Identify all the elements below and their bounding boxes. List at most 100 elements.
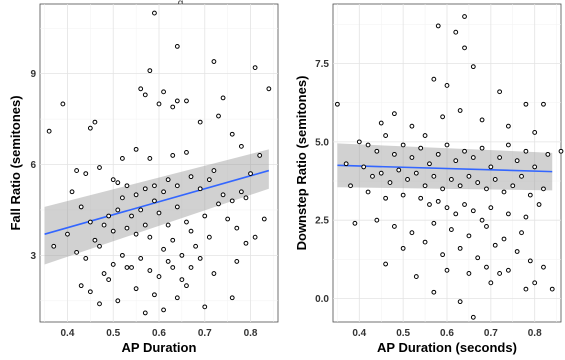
- data-point: [378, 120, 384, 126]
- data-point: [152, 10, 157, 16]
- data-point: [202, 213, 208, 219]
- data-point: [435, 23, 441, 29]
- data-point: [229, 198, 235, 204]
- data-point: [119, 252, 125, 258]
- data-point: [444, 205, 450, 211]
- data-point: [448, 177, 454, 182]
- data-point: [440, 186, 446, 192]
- data-point: [119, 195, 125, 201]
- data-point: [97, 301, 102, 307]
- data-point: [165, 259, 171, 264]
- data-point: [352, 220, 358, 226]
- y-axis-title-left: Fall Ratio (semitones): [8, 95, 23, 230]
- data-point: [138, 256, 144, 261]
- data-point: [427, 202, 432, 207]
- data-point: [92, 237, 98, 243]
- data-point: [211, 271, 217, 276]
- data-point: [152, 292, 157, 298]
- data-point: [383, 133, 389, 138]
- data-point: [101, 222, 107, 228]
- data-point: [133, 231, 139, 237]
- data-point: [170, 104, 176, 110]
- data-point: [142, 222, 148, 228]
- confidence-band-right: [337, 143, 553, 191]
- y-tick-labels-right: 0.0 2.5 5.0 7.5: [315, 59, 329, 305]
- data-point: [161, 89, 166, 95]
- data-point: [234, 225, 240, 231]
- data-point: [444, 142, 450, 148]
- data-point: [193, 243, 199, 249]
- data-point: [147, 68, 153, 74]
- confidence-band: [337, 143, 553, 191]
- data-point: [229, 295, 235, 301]
- data-point: [170, 265, 176, 270]
- data-point: [234, 259, 240, 264]
- data-point: [400, 245, 406, 251]
- data-point: [97, 243, 102, 249]
- data-point: [124, 183, 130, 189]
- data-point: [405, 177, 410, 182]
- data-point: [92, 119, 98, 125]
- data-point: [374, 148, 380, 154]
- data-point: [488, 164, 494, 170]
- data-point: [129, 213, 134, 219]
- data-point: [60, 101, 66, 107]
- data-point: [400, 142, 406, 148]
- data-point: [133, 146, 139, 152]
- data-point: [484, 186, 489, 192]
- downstep-ratio-panel: 0.4 0.5 0.6 0.7 0.8 0.0 2.5 5.0 7.5 AP Duration…: [294, 3, 564, 355]
- x-tick-label: 0.8: [528, 328, 542, 339]
- data-point: [174, 295, 180, 301]
- data-point: [87, 125, 93, 131]
- data-point: [536, 202, 542, 207]
- data-point: [409, 230, 415, 236]
- data-point: [124, 225, 130, 231]
- data-point: [505, 142, 511, 148]
- data-point: [387, 180, 393, 185]
- data-point: [188, 174, 194, 180]
- x-tick-labels-right: 0.4 0.5 0.6 0.7 0.8: [352, 328, 542, 339]
- data-point: [174, 183, 180, 189]
- data-point: [243, 240, 249, 246]
- data-point: [174, 98, 180, 104]
- data-point: [532, 164, 538, 170]
- data-point: [147, 268, 153, 273]
- data-point: [427, 161, 432, 167]
- data-point: [252, 65, 258, 70]
- data-point: [532, 130, 538, 135]
- confidence-band: [44, 149, 269, 265]
- data-point: [266, 86, 272, 92]
- data-point: [110, 177, 116, 183]
- y-tick-label: 3: [30, 251, 36, 262]
- data-point: [174, 44, 180, 49]
- data-point: [457, 245, 463, 251]
- x-tick-label: 0.6: [440, 328, 454, 339]
- x-tick-label: 0.7: [198, 328, 212, 339]
- data-point: [396, 167, 402, 173]
- data-point: [514, 158, 520, 164]
- data-point: [457, 183, 463, 189]
- y-tick-label: 9: [30, 69, 36, 80]
- data-point: [378, 170, 384, 176]
- data-point: [115, 180, 121, 186]
- data-point: [444, 83, 450, 88]
- data-point: [492, 242, 498, 248]
- data-point: [248, 171, 253, 177]
- data-point: [470, 155, 476, 160]
- data-point: [523, 148, 529, 154]
- data-point: [541, 264, 546, 270]
- x-tick-labels-left: 0.4 0.5 0.6 0.7 0.8: [61, 328, 258, 339]
- data-point: [197, 119, 203, 125]
- data-point: [444, 267, 450, 273]
- data-point: [51, 243, 57, 249]
- x-tick-label: 0.5: [106, 328, 120, 339]
- data-point: [348, 183, 353, 189]
- data-point: [238, 143, 244, 149]
- data-point: [391, 151, 397, 157]
- data-point: [462, 45, 467, 51]
- data-point: [532, 280, 538, 286]
- fit-line-left: [44, 169, 270, 235]
- data-point: [188, 228, 194, 234]
- data-point: [391, 111, 397, 117]
- data-point: [435, 198, 441, 204]
